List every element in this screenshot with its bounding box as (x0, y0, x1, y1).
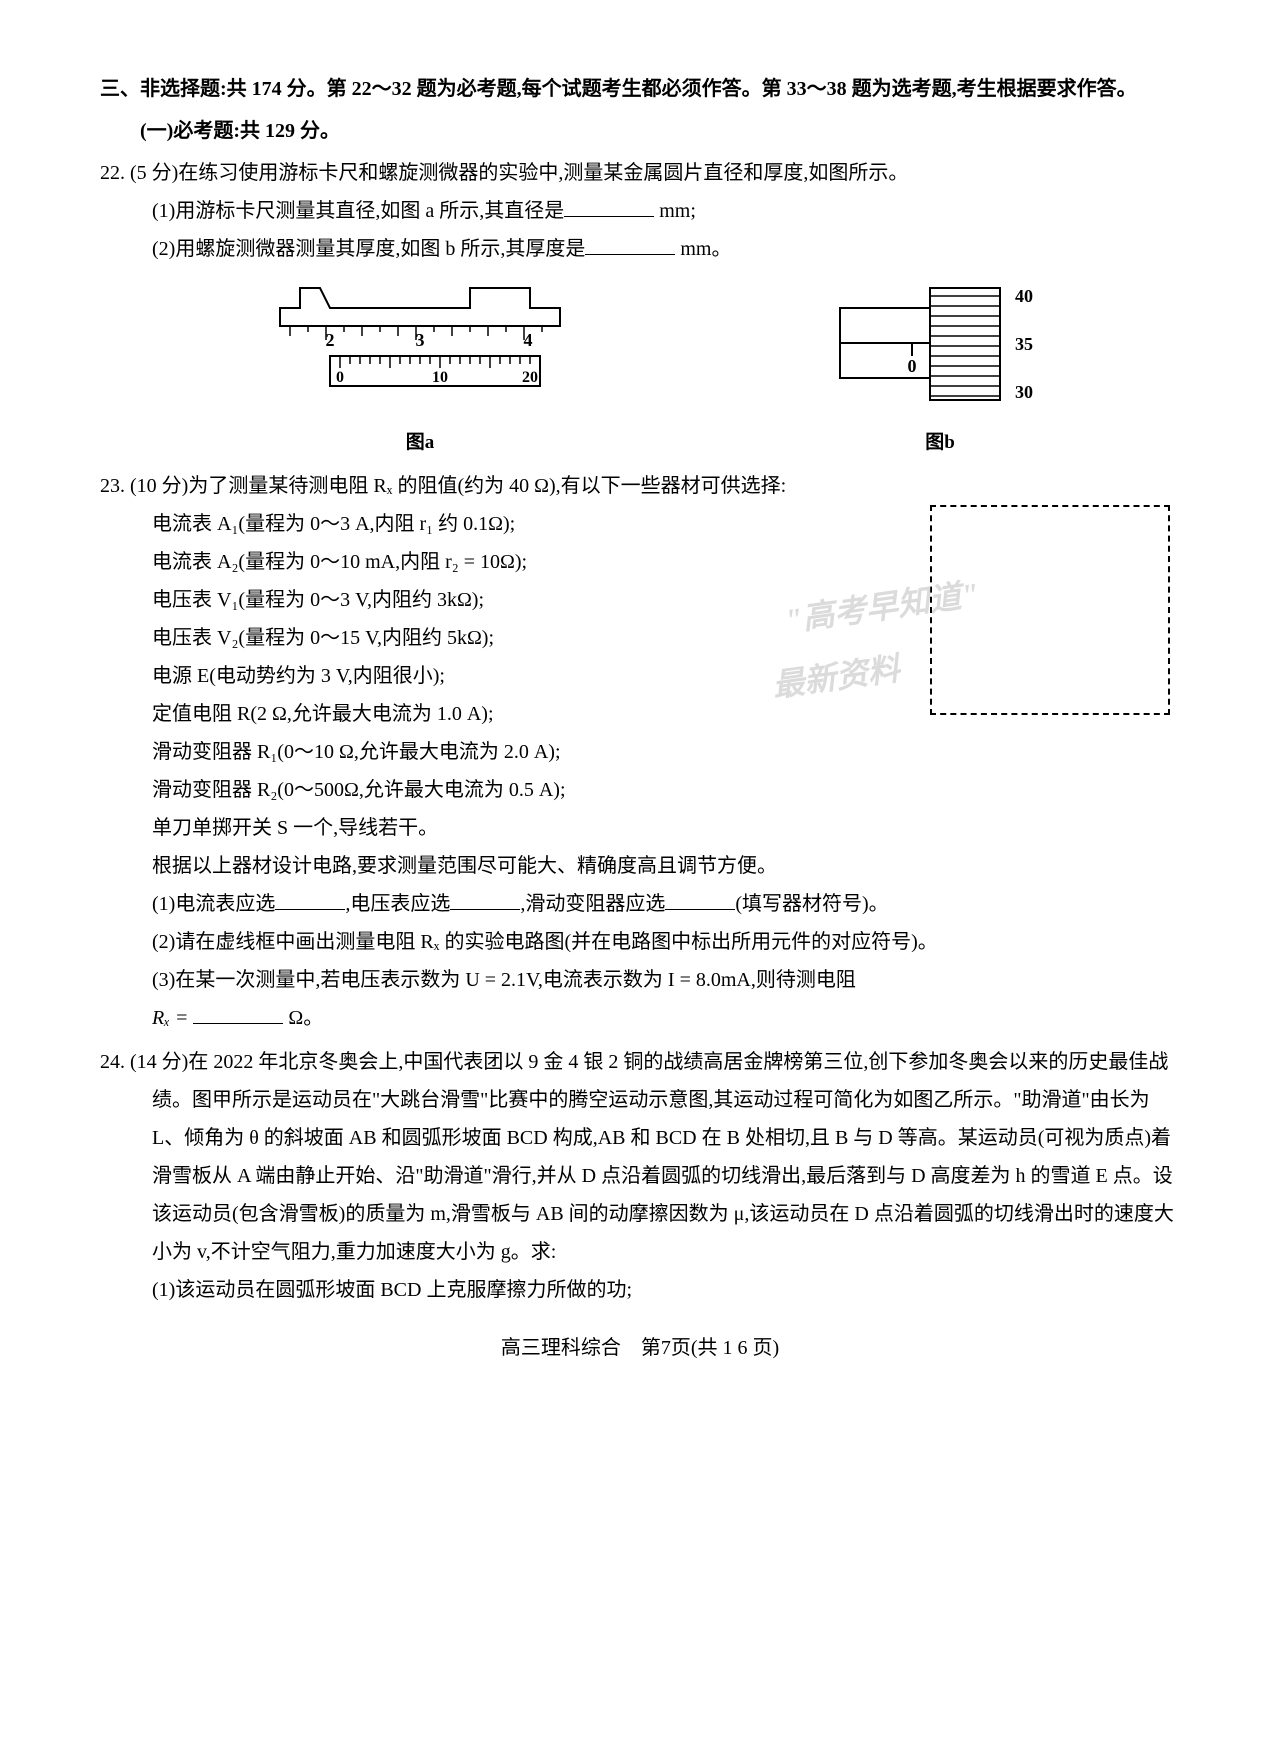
q23-item-6: 滑动变阻器 R₁(0～10 Ω,允许最大电流为 2.0 A); (100, 733, 1180, 771)
q23-part2: (2)请在虚线框中画出测量电阻 Rₓ 的实验电路图(并在电路图中标出所用元件的对… (100, 923, 1180, 961)
q23-points: (10 分) (130, 475, 188, 497)
q23-part3b: Rₓ = Ω。 (100, 999, 1180, 1037)
section-header: 三、非选择题:共 174 分。第 22～32 题为必考题,每个试题考生都必须作答… (100, 70, 1180, 108)
q23-item-8: 单刀单掷开关 S 一个,导线若干。 (100, 809, 1180, 847)
mic-30: 30 (1015, 382, 1033, 402)
q22-figures: 2 3 4 (100, 278, 1180, 461)
q22-p2-unit: mm。 (675, 238, 731, 260)
figure-a: 2 3 4 (270, 278, 570, 461)
q23-p1-blank3[interactable] (665, 890, 735, 910)
q23-p1-a: (1)电流表应选 (152, 893, 275, 915)
q23-num: 23. (100, 475, 125, 497)
q23-p3-a: (3)在某一次测量中,若电压表示数为 U = 2.1V,电流表示数为 I = 8… (152, 969, 856, 991)
q23-instruction: 根据以上器材设计电路,要求测量范围尽可能大、精确度高且调节方便。 (100, 847, 1180, 885)
q22-part2: (2)用螺旋测微器测量其厚度,如图 b 所示,其厚度是 mm。 (100, 230, 1180, 268)
question-22: 22. (5 分)在练习使用游标卡尺和螺旋测微器的实验中,测量某金属圆片直径和厚… (100, 154, 1180, 461)
question-24: 24. (14 分)在 2022 年北京冬奥会上,中国代表团以 9 金 4 银 … (100, 1043, 1180, 1309)
q22-points: (5 分) (130, 162, 178, 184)
q23-p1-d: (填写器材符号)。 (735, 893, 888, 915)
q22-p2-pre: (2)用螺旋测微器测量其厚度,如图 b 所示,其厚度是 (152, 238, 585, 260)
sub-tick-10: 10 (432, 369, 448, 386)
q23-part3: (3)在某一次测量中,若电压表示数为 U = 2.1V,电流表示数为 I = 8… (100, 961, 1180, 999)
question-23: "高考早知道" 最新资料 23. (10 分)为了测量某待测电阻 Rₓ 的阻值(… (100, 467, 1180, 1037)
q22-p2-blank[interactable] (585, 235, 675, 255)
q23-part1: (1)电流表应选 ,电压表应选 ,滑动变阻器应选 (填写器材符号)。 (100, 885, 1180, 923)
q22-num: 22. (100, 162, 125, 184)
fig-b-caption: 图b (830, 425, 1050, 461)
section-sub-header: (一)必考题:共 129 分。 (100, 112, 1180, 150)
main-tick-4: 4 (524, 330, 533, 350)
q22-part1: (1)用游标卡尺测量其直径,如图 a 所示,其直径是 mm; (100, 192, 1180, 230)
q23-stem: 23. (10 分)为了测量某待测电阻 Rₓ 的阻值(约为 40 Ω),有以下一… (100, 467, 1180, 505)
q23-p1-blank1[interactable] (275, 890, 345, 910)
q23-p3-b: Rₓ = (152, 1007, 193, 1029)
q23-p1-c: ,滑动变阻器应选 (520, 893, 665, 915)
q22-stem-text: 在练习使用游标卡尺和螺旋测微器的实验中,测量某金属圆片直径和厚度,如图所示。 (178, 162, 908, 184)
q23-p3-blank[interactable] (193, 1004, 283, 1024)
q23-p1-blank2[interactable] (450, 890, 520, 910)
mic-left-0: 0 (908, 356, 917, 376)
fig-a-caption: 图a (270, 425, 570, 461)
figure-b: 0 40 35 30 图b (830, 278, 1050, 461)
mic-35: 35 (1015, 334, 1033, 354)
circuit-drawing-box[interactable] (930, 505, 1170, 715)
page-footer: 高三理科综合 第7页(共 1 6 页) (100, 1329, 1180, 1367)
q23-p3-unit: Ω。 (283, 1007, 323, 1029)
q24-stem: 24. (14 分)在 2022 年北京冬奥会上,中国代表团以 9 金 4 银 … (100, 1043, 1180, 1271)
sub-tick-0: 0 (336, 369, 344, 386)
vernier-caliper-icon: 2 3 4 (270, 278, 570, 408)
q23-stem-text: 为了测量某待测电阻 Rₓ 的阻值(约为 40 Ω),有以下一些器材可供选择: (188, 475, 786, 497)
sub-tick-20: 20 (522, 369, 538, 386)
q22-stem: 22. (5 分)在练习使用游标卡尺和螺旋测微器的实验中,测量某金属圆片直径和厚… (100, 154, 1180, 192)
q23-item-7: 滑动变阻器 R₂(0～500Ω,允许最大电流为 0.5 A); (100, 771, 1180, 809)
mic-40: 40 (1015, 286, 1033, 306)
q24-part1: (1)该运动员在圆弧形坡面 BCD 上克服摩擦力所做的功; (100, 1271, 1180, 1309)
q24-num: 24. (100, 1051, 125, 1073)
q23-p1-b: ,电压表应选 (345, 893, 450, 915)
q22-p1-unit: mm; (654, 200, 696, 222)
main-tick-2: 2 (326, 330, 335, 350)
q22-p1-pre: (1)用游标卡尺测量其直径,如图 a 所示,其直径是 (152, 200, 564, 222)
q24-points: (14 分) (130, 1051, 188, 1073)
micrometer-icon: 0 40 35 30 (830, 278, 1050, 408)
q22-p1-blank[interactable] (564, 197, 654, 217)
q24-stem-text: 在 2022 年北京冬奥会上,中国代表团以 9 金 4 银 2 铜的战绩高居金牌… (152, 1051, 1174, 1263)
main-tick-3: 3 (416, 330, 425, 350)
